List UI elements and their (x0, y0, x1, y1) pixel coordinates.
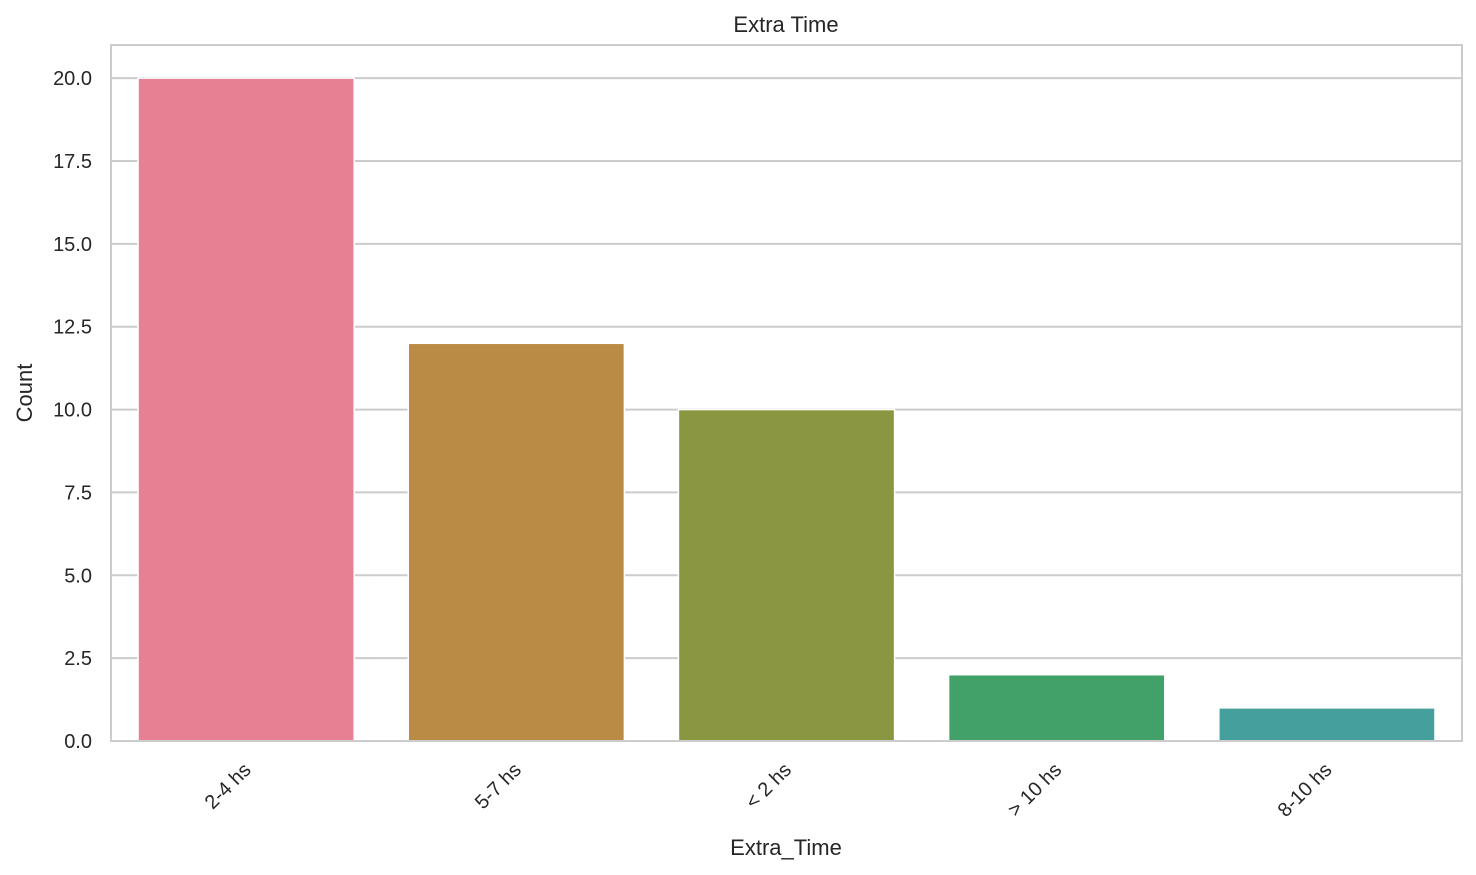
y-tick-label: 20.0 (53, 68, 92, 90)
bar-2 (677, 408, 896, 742)
y-tick-label: 15.0 (53, 234, 92, 256)
x-tick-label: 2-4 hs (201, 759, 256, 814)
y-tick-label: 17.5 (53, 151, 92, 173)
x-axis-ticks: 2-4 hs 5-7 hs < 2 hs > 10 hs 8-10 hs (201, 759, 1337, 822)
bar-4 (1218, 707, 1436, 742)
x-tick-label: 5-7 hs (471, 759, 526, 814)
x-tick-label: < 2 hs (742, 759, 796, 813)
chart-title: Extra Time (733, 12, 838, 37)
plot-frame (110, 44, 1463, 742)
x-tick-label: 8-10 hs (1274, 759, 1337, 822)
y-tick-label: 0.0 (64, 731, 92, 753)
bar-1 (407, 342, 626, 742)
bar-3 (947, 673, 1166, 742)
y-axis-ticks: 0.0 2.5 5.0 7.5 10.0 12.5 15.0 17.5 20.0 (53, 68, 92, 753)
y-tick-label: 12.5 (53, 317, 92, 339)
y-tick-label: 10.0 (53, 400, 92, 422)
y-tick-label: 5.0 (64, 565, 92, 587)
y-tick-label: 2.5 (64, 648, 92, 670)
bar-0 (137, 77, 355, 742)
bars (137, 77, 1436, 742)
x-tick-label: > 10 hs (1004, 759, 1066, 821)
y-axis-label: Count (12, 364, 37, 423)
x-axis-label: Extra_Time (730, 835, 842, 860)
y-tick-label: 7.5 (64, 482, 92, 504)
